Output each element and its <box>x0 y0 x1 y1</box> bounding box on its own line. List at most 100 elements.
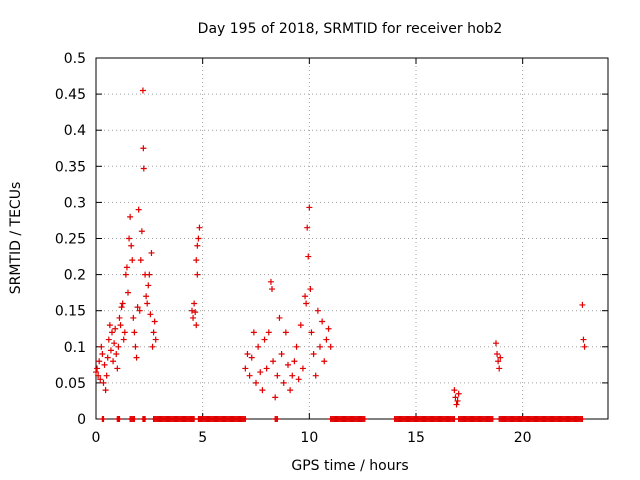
data-point <box>140 165 147 172</box>
data-point <box>130 314 137 321</box>
data-point <box>303 300 310 307</box>
data-point <box>261 336 268 343</box>
data-point <box>276 314 283 321</box>
data-point <box>189 307 195 314</box>
zero-point <box>579 416 586 422</box>
data-point <box>278 351 285 358</box>
data-point <box>263 365 270 372</box>
zero-point <box>142 416 149 422</box>
y-tick-label: 0.25 <box>55 232 86 248</box>
data-point <box>146 271 153 278</box>
y-tick-labels: 0 0.05 0.1 0.15 0.2 0.25 0.3 0.35 0.4 0.45 0.5 <box>55 51 86 428</box>
data-point <box>93 369 99 376</box>
data-point <box>321 358 328 365</box>
zero-point <box>274 416 281 422</box>
data-point <box>304 224 311 231</box>
x-tick-label: 10 <box>300 430 318 446</box>
data-point <box>105 336 112 343</box>
data-point <box>113 351 120 358</box>
data-point <box>293 343 300 350</box>
data-point <box>125 289 131 296</box>
y-tick-label: 0.05 <box>55 376 86 392</box>
data-point <box>452 394 459 401</box>
data-point <box>302 293 309 300</box>
x-tick-label: 20 <box>514 430 532 446</box>
data-point <box>195 235 202 242</box>
data-point <box>265 329 272 336</box>
data-point <box>495 358 502 365</box>
data-point <box>120 336 127 343</box>
data-point <box>137 257 144 264</box>
data-point <box>453 401 460 408</box>
data-point <box>112 325 119 332</box>
data-point <box>135 206 142 213</box>
data-point <box>95 372 102 379</box>
data-point <box>285 361 291 368</box>
x-tick-labels: 0 5 10 15 20 <box>92 430 532 446</box>
data-point <box>127 213 134 220</box>
data-point <box>580 336 587 343</box>
zero-point <box>100 416 107 422</box>
data-point <box>323 336 330 343</box>
y-axis-label: SRMTID / TECUs <box>8 182 24 295</box>
data-point <box>242 365 249 372</box>
data-point <box>100 379 107 386</box>
data-point <box>96 358 103 365</box>
data-point <box>306 204 313 211</box>
data-point <box>102 387 109 394</box>
data-point <box>115 343 122 350</box>
data-point <box>144 300 151 307</box>
zero-point <box>131 416 138 422</box>
data-point <box>106 322 113 329</box>
data-point <box>272 394 279 401</box>
data-point <box>99 351 106 358</box>
data-point <box>496 365 503 372</box>
data-point <box>149 343 156 350</box>
data-point <box>194 271 201 278</box>
data-point <box>147 311 154 318</box>
data-point <box>451 387 458 394</box>
x-tick-label: 15 <box>407 430 425 446</box>
x-axis-label: GPS time / hours <box>291 458 408 474</box>
data-point <box>117 322 124 329</box>
data-point <box>104 354 111 361</box>
data-point <box>97 376 104 383</box>
zero-point <box>116 416 123 422</box>
data-point <box>194 242 201 249</box>
data-point <box>250 329 257 336</box>
data-point <box>280 379 287 386</box>
data-point <box>116 314 123 321</box>
y-tick-label: 0.1 <box>64 340 86 356</box>
data-point <box>494 351 501 358</box>
data-point <box>297 322 304 329</box>
data-point <box>110 358 117 365</box>
data-point <box>248 354 255 361</box>
data-point <box>291 358 298 365</box>
data-point <box>253 379 259 386</box>
grid <box>96 58 608 419</box>
data-point <box>107 347 114 354</box>
data-point <box>319 318 326 325</box>
data-point <box>139 87 146 94</box>
data-point <box>145 282 152 289</box>
data-point <box>114 365 121 372</box>
data-point <box>310 351 317 358</box>
data-point <box>138 228 145 235</box>
data-point <box>497 354 504 361</box>
data-point <box>118 304 125 311</box>
data-point <box>307 286 314 293</box>
data-point <box>192 309 199 316</box>
data-points <box>93 87 588 422</box>
data-point <box>314 307 321 314</box>
data-point <box>270 358 277 365</box>
data-point <box>196 224 203 231</box>
data-point <box>140 145 147 152</box>
data-point <box>274 372 281 379</box>
data-point <box>111 340 118 347</box>
data-point <box>289 372 296 379</box>
data-point <box>267 278 274 285</box>
data-point <box>579 301 586 308</box>
data-point <box>136 307 143 314</box>
data-point <box>151 318 158 325</box>
data-point <box>581 343 588 350</box>
